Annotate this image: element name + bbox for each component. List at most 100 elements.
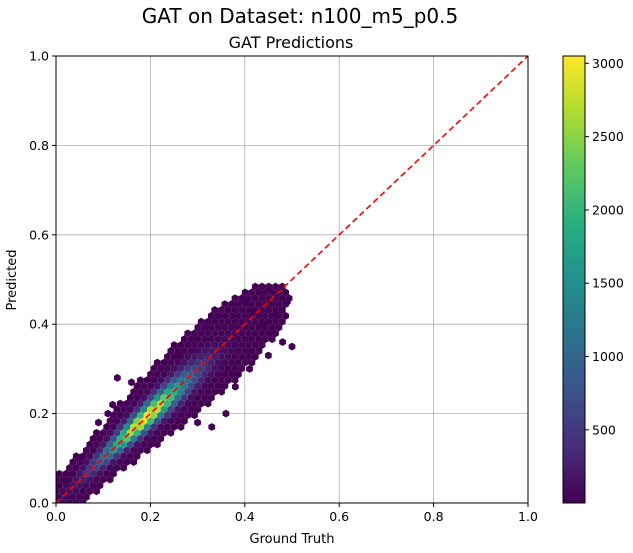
hexbin-cell	[83, 458, 90, 466]
hexbin-cell	[99, 440, 107, 449]
hexbin-cell	[251, 317, 259, 326]
hexbin-cell	[147, 428, 154, 437]
hexbin-cell	[93, 487, 100, 496]
hexbin-cell	[150, 376, 158, 385]
hexbin-cell	[143, 446, 151, 455]
hexbin-cell	[157, 434, 165, 443]
hexbin-cell	[106, 464, 114, 472]
hexbin-cell	[201, 347, 208, 355]
hexbin-cell	[150, 423, 158, 431]
hexbin-cell	[167, 428, 175, 437]
y-tick-label: 1.0	[29, 49, 49, 64]
hexbin-cell	[221, 300, 229, 308]
hexbin-cell	[95, 418, 102, 427]
hexbin-cell	[245, 306, 252, 314]
hexbin-cell	[218, 306, 225, 314]
hexbin-cell	[255, 347, 263, 355]
hexbin-cell	[59, 499, 67, 503]
hexbin-cell	[103, 446, 111, 455]
hexbin-cell	[255, 288, 263, 297]
hexbin-cell	[150, 411, 158, 420]
colorbar-tick-label: 2500	[592, 129, 624, 144]
hexbin-cell	[231, 364, 239, 373]
hexbin-cell	[143, 387, 151, 396]
hexbin-cell	[204, 352, 212, 361]
hexbin-cell	[69, 481, 77, 490]
hexbin-cell	[235, 347, 242, 355]
hexbin-cell	[99, 475, 107, 484]
hexbin-cell	[153, 440, 161, 449]
hexbin-cell	[221, 323, 229, 332]
colorbar-tick-label: 500	[592, 422, 616, 437]
hexbin-cell	[160, 405, 168, 414]
hexbin-cell	[126, 440, 134, 449]
hexbin-cell	[222, 409, 230, 418]
hexbin-cell	[93, 440, 100, 449]
hexbin-cell	[164, 387, 171, 396]
hexbin-cell	[126, 393, 134, 402]
hexbin-cell	[278, 317, 286, 326]
hexbin-cell	[180, 347, 188, 355]
hexbin-cell	[228, 323, 236, 332]
hexbin-cell	[174, 393, 181, 402]
hexbin-cell	[184, 387, 192, 396]
hexbin-cell	[288, 342, 296, 351]
hexbin-cell	[214, 358, 222, 367]
hexbin-cell	[113, 405, 121, 414]
hexbin-cell	[248, 347, 256, 355]
hexbin-cell	[133, 417, 141, 425]
colorbar	[562, 55, 586, 504]
hexbin-cell	[221, 335, 229, 344]
hexbin-cell	[86, 440, 94, 449]
hexbin-cell	[211, 329, 219, 338]
hexbin-cell	[191, 341, 198, 349]
hexbin-cell	[170, 411, 178, 420]
hexbin-cell	[211, 376, 219, 385]
hexbin-cell	[241, 347, 249, 355]
hexbin-cell	[221, 370, 229, 379]
hexbin-cell	[153, 405, 161, 414]
hexbin-cell	[133, 440, 141, 449]
x-tick-label: 0.2	[140, 509, 160, 524]
hexbin-cell	[238, 341, 246, 349]
hexbin-cell	[278, 306, 286, 314]
hexbin-cell	[268, 311, 276, 320]
hexbin-cell	[147, 370, 154, 379]
hexbin-cell	[96, 434, 104, 443]
x-tick-label: 0.6	[329, 509, 349, 524]
hexbin-cell	[248, 300, 256, 308]
hexbin-cell	[76, 454, 83, 463]
hexbin-cell	[140, 417, 148, 425]
hexbin-cell	[56, 487, 60, 496]
hexbin-cell	[201, 335, 208, 344]
hexbin-cell	[211, 317, 219, 326]
hexbin-cell	[248, 358, 256, 367]
hexbin-cell	[269, 329, 277, 338]
hexbin-cell	[228, 300, 236, 308]
hexbin-cell	[231, 376, 239, 385]
hexbin-cell	[224, 317, 232, 326]
hexbin-cell	[170, 376, 178, 385]
x-tick-label: 0.4	[235, 509, 255, 524]
hexbin-cell	[231, 352, 239, 361]
hexbin-cell	[116, 423, 124, 431]
hexbin-cell	[180, 405, 188, 414]
hexbin-cell	[130, 399, 138, 408]
hexbin-cell	[133, 382, 141, 390]
hexbin-cell	[174, 382, 181, 390]
hexbin-cell	[258, 329, 266, 338]
hexbin-cell	[258, 294, 266, 303]
hexbin-cell	[167, 382, 175, 390]
hexbin-cell	[133, 405, 141, 414]
hexbin-cell	[109, 400, 117, 409]
hexbin-cell	[106, 475, 114, 484]
y-tick-label: 0.6	[29, 227, 49, 242]
x-tick-label: 0.0	[46, 509, 66, 524]
hexbin-cell	[110, 411, 117, 420]
hexbin-cell	[116, 446, 124, 455]
hexbin-cell	[62, 476, 69, 485]
hexbin-cell	[123, 423, 131, 431]
hexbin-cell	[187, 335, 195, 344]
x-tick-label: 1.0	[518, 509, 538, 524]
hexbin-cell	[224, 341, 232, 349]
